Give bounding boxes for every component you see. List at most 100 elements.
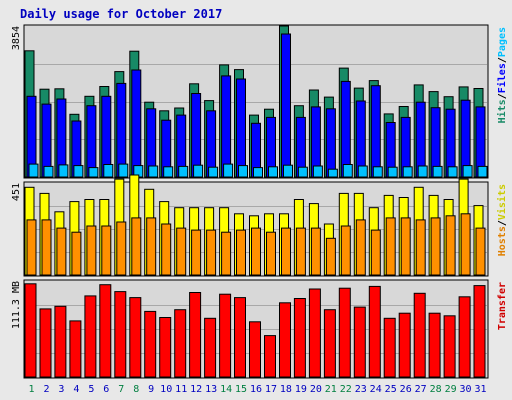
day-label-6: 6 bbox=[103, 384, 109, 395]
bar-hosts-day-6 bbox=[101, 225, 112, 276]
day-label-10: 10 bbox=[160, 384, 172, 395]
day-label-24: 24 bbox=[370, 384, 382, 395]
day-label-19: 19 bbox=[295, 384, 307, 395]
day-label-1: 1 bbox=[28, 384, 34, 395]
bar-hosts-day-13 bbox=[206, 229, 217, 276]
bar-pages-day-18 bbox=[283, 164, 293, 178]
side-label-hosts: Hosts bbox=[497, 226, 508, 256]
bar-kbytes-day-1 bbox=[24, 283, 37, 378]
bar-kbytes-day-25 bbox=[383, 317, 396, 378]
day-label-28: 28 bbox=[430, 384, 442, 395]
bar-pages-day-14 bbox=[223, 163, 234, 178]
bar-pages-day-20 bbox=[312, 165, 323, 178]
bar-files-day-15 bbox=[236, 78, 246, 178]
bar-files-day-8 bbox=[131, 69, 142, 178]
side-label-kbytes: Transfer bbox=[497, 282, 508, 330]
bar-pages-day-28 bbox=[432, 165, 443, 178]
bar-kbytes-day-13 bbox=[204, 317, 217, 378]
bar-kbytes-day-5 bbox=[84, 295, 97, 378]
bar-pages-day-22 bbox=[342, 164, 353, 178]
side-label-separator: / bbox=[497, 93, 508, 99]
day-label-11: 11 bbox=[175, 384, 187, 395]
bar-hosts-day-12 bbox=[191, 229, 202, 276]
day-label-15: 15 bbox=[235, 384, 247, 395]
bar-kbytes-day-15 bbox=[234, 297, 246, 378]
side-label-visits: Visits bbox=[496, 184, 508, 220]
bar-kbytes-day-8 bbox=[129, 297, 142, 378]
bar-hosts-day-5 bbox=[86, 225, 97, 276]
bar-hosts-day-3 bbox=[56, 227, 67, 276]
bar-kbytes-day-17 bbox=[264, 335, 276, 378]
bar-files-day-14 bbox=[221, 75, 232, 178]
bar-hosts-day-24 bbox=[370, 229, 381, 276]
bar-files-day-5 bbox=[86, 105, 97, 178]
bar-kbytes-day-4 bbox=[69, 320, 82, 378]
bar-kbytes-day-26 bbox=[398, 312, 411, 378]
day-label-29: 29 bbox=[445, 384, 457, 395]
day-label-18: 18 bbox=[280, 384, 292, 395]
side-label-separator: / bbox=[497, 57, 508, 63]
day-label-27: 27 bbox=[415, 384, 427, 395]
day-label-5: 5 bbox=[88, 384, 94, 395]
bar-kbytes-day-27 bbox=[413, 292, 426, 378]
bar-hosts-day-21 bbox=[325, 237, 336, 276]
bar-hosts-day-28 bbox=[430, 217, 441, 276]
bar-files-day-24 bbox=[370, 85, 381, 178]
bar-pages-day-31 bbox=[477, 165, 488, 178]
bar-pages-day-15 bbox=[238, 165, 248, 178]
bar-pages-day-5 bbox=[88, 167, 99, 178]
bar-pages-day-11 bbox=[178, 165, 189, 178]
bar-pages-day-29 bbox=[447, 166, 458, 178]
bar-hosts-day-31 bbox=[475, 227, 486, 276]
bar-hosts-day-16 bbox=[251, 227, 261, 276]
chart-title: Daily usage for October 2017 bbox=[20, 7, 222, 21]
bar-kbytes-day-19 bbox=[293, 298, 306, 378]
bar-kbytes-day-11 bbox=[174, 309, 187, 378]
bar-hosts-day-29 bbox=[445, 215, 456, 276]
day-label-14: 14 bbox=[220, 384, 232, 395]
side-label-transfer: Transfer bbox=[497, 282, 508, 330]
y-max-label: 3854 bbox=[11, 26, 22, 50]
bar-hosts-day-23 bbox=[355, 219, 366, 276]
bar-pages-day-16 bbox=[253, 167, 263, 178]
bar-kbytes-day-21 bbox=[323, 309, 336, 378]
bar-pages-day-12 bbox=[193, 164, 204, 178]
day-label-26: 26 bbox=[400, 384, 412, 395]
bar-hosts-day-1 bbox=[26, 219, 37, 276]
day-labels: 1 2 3 4 5 6 7 8 9 10 11 12 13 14 15 16 17 18 19 20 21 22 23 24 2… bbox=[28, 384, 486, 395]
day-label-9: 9 bbox=[148, 384, 154, 395]
side-label-pages: Pages bbox=[497, 27, 508, 57]
bar-kbytes-day-28 bbox=[428, 312, 441, 378]
bar-kbytes-day-24 bbox=[368, 285, 381, 378]
bar-hosts-day-20 bbox=[310, 227, 321, 276]
bar-hosts-day-2 bbox=[41, 219, 52, 276]
bar-kbytes-day-29 bbox=[443, 315, 456, 378]
bar-kbytes-day-20 bbox=[308, 288, 321, 378]
side-label-separator: / bbox=[497, 220, 508, 226]
day-label-8: 8 bbox=[133, 384, 139, 395]
day-label-7: 7 bbox=[118, 384, 124, 395]
day-label-16: 16 bbox=[250, 384, 262, 395]
bar-kbytes-day-6 bbox=[99, 284, 112, 378]
day-label-30: 30 bbox=[459, 384, 471, 395]
bar-hosts-day-14 bbox=[221, 231, 232, 276]
bar-pages-day-1 bbox=[28, 163, 39, 178]
day-label-17: 17 bbox=[265, 384, 277, 395]
side-label-hits: Hits bbox=[496, 99, 508, 123]
day-label-31: 31 bbox=[474, 384, 486, 395]
bar-pages-day-4 bbox=[73, 165, 84, 178]
bar-pages-day-30 bbox=[462, 165, 473, 178]
bar-pages-day-27 bbox=[417, 165, 428, 178]
bar-kbytes-day-30 bbox=[458, 296, 471, 378]
day-label-25: 25 bbox=[385, 384, 397, 395]
day-label-23: 23 bbox=[355, 384, 367, 395]
bar-files-day-7 bbox=[116, 82, 127, 178]
bar-hosts-day-9 bbox=[146, 217, 157, 276]
bar-pages-day-2 bbox=[43, 165, 54, 178]
bar-hosts-day-15 bbox=[236, 229, 246, 276]
bar-kbytes-day-18 bbox=[279, 302, 291, 378]
bar-hosts-day-26 bbox=[400, 217, 411, 276]
day-label-22: 22 bbox=[340, 384, 352, 395]
day-label-2: 2 bbox=[43, 384, 49, 395]
